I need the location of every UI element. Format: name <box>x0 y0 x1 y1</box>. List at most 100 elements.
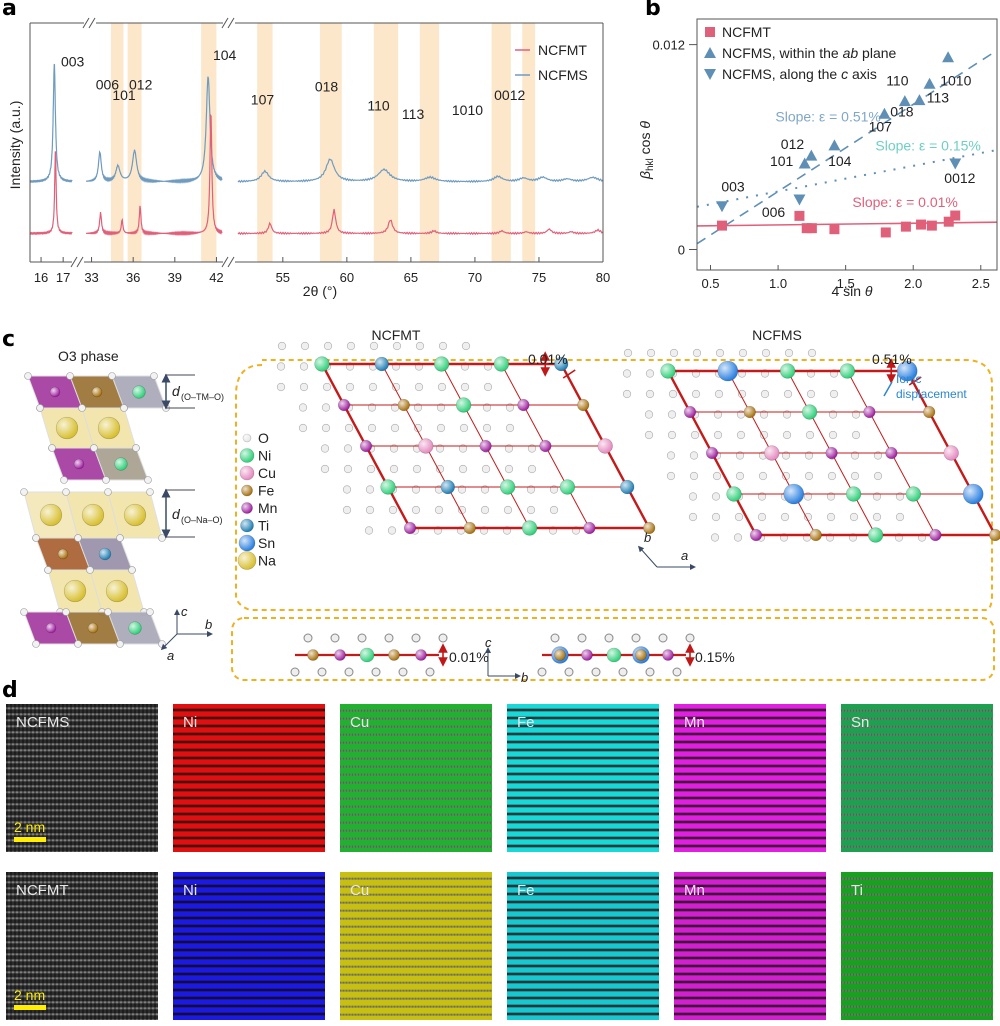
oxygen <box>365 505 375 515</box>
oxygen <box>411 633 421 643</box>
oxygen <box>434 505 444 515</box>
atom-mn <box>334 649 346 661</box>
atom-highlight <box>243 434 251 442</box>
y-axis-label: Intensity (a.u.) <box>7 101 23 190</box>
atom-na <box>55 416 79 440</box>
c-axis-label: c <box>485 635 492 650</box>
atom-highlight <box>440 480 455 494</box>
oxygen <box>344 667 354 677</box>
data-point-square <box>806 223 817 234</box>
atom-sn <box>962 483 984 505</box>
legend: NCFMT NCFMS <box>515 42 588 83</box>
oxygen <box>322 382 332 392</box>
x-tick-label: 39 <box>168 270 182 285</box>
atom-highlight <box>744 406 756 418</box>
data-point-square <box>880 227 891 238</box>
oxygen <box>689 471 699 481</box>
scale-bar-label: 2 nm <box>14 987 46 1003</box>
data-point-triangle-up <box>828 139 841 151</box>
scale-bar: 2 nm <box>14 987 46 1010</box>
oxygen <box>713 430 723 440</box>
axis-break-mark <box>227 256 235 268</box>
y-tick-label: 0.012 <box>652 38 685 53</box>
atom-ni <box>660 363 676 379</box>
x-tick-label: 2.0 <box>904 276 922 291</box>
atom-ni <box>493 356 510 372</box>
atom-highlight <box>338 399 350 411</box>
oxygen <box>631 633 641 643</box>
top-dashed-box <box>235 359 993 611</box>
side-axes: c b <box>485 635 528 685</box>
axis-break-mark <box>221 256 229 268</box>
atom-highlight <box>56 417 78 439</box>
oxygen <box>146 488 154 496</box>
oxygen <box>20 608 28 616</box>
atom-highlight <box>128 621 142 635</box>
axis-break-mark <box>70 256 78 268</box>
atom-fe <box>989 528 1000 542</box>
oxygen <box>387 526 397 535</box>
eds-map-mn: Mn <box>674 704 826 852</box>
oxygen <box>758 471 768 481</box>
axis-break-mark <box>82 17 90 29</box>
atom-highlight <box>963 484 984 504</box>
d-na-dimension: d (O–Na–O) <box>161 488 223 539</box>
oxygen <box>505 403 515 412</box>
oxygen <box>482 423 492 433</box>
x-tick-label: 42 <box>209 270 223 285</box>
atom-sn <box>783 483 805 505</box>
atom-highlight <box>825 447 838 459</box>
atom-highlight <box>434 356 449 372</box>
oxygen <box>689 451 699 460</box>
oxygen <box>481 464 491 474</box>
fit-slope-label: Slope: ε = 0.51% <box>775 108 880 124</box>
atom-ni <box>455 397 472 413</box>
oxygen <box>367 423 377 433</box>
atom-sn <box>896 360 918 382</box>
oxygen <box>321 423 331 433</box>
oxygen <box>738 348 748 358</box>
atom-highlight <box>929 529 942 541</box>
oxygen <box>461 341 471 351</box>
data-point-triangle-down <box>793 194 806 206</box>
oxygen <box>74 640 82 648</box>
oxygen <box>320 444 330 453</box>
oxygen <box>158 534 166 542</box>
panel-letter-d: d <box>2 678 18 703</box>
oxygen <box>384 633 394 643</box>
oxygen <box>104 488 112 496</box>
oxygen <box>369 341 379 351</box>
oxygen <box>276 382 286 392</box>
fit-line-1 <box>697 148 997 208</box>
atom-highlight <box>885 447 898 459</box>
axis-break-gap <box>223 21 235 25</box>
atom-highlight <box>92 387 102 397</box>
legend-label-ti: Ti <box>258 518 269 534</box>
ionic-displacement-label-1: Ionic <box>896 372 921 386</box>
x-tick-label: 65 <box>404 270 418 285</box>
atom-highlight <box>539 440 552 452</box>
atom-highlight <box>46 623 56 633</box>
oxygen <box>692 348 702 358</box>
legend-label: NCFMS, along the c axis <box>722 66 877 82</box>
oxygen <box>62 488 70 496</box>
eds-map-label: Fe <box>517 882 535 899</box>
o3-layer-stack <box>20 372 170 648</box>
oxygen <box>577 633 587 643</box>
oxygen <box>342 485 352 494</box>
oxygen <box>120 404 128 412</box>
atom-fe <box>463 521 476 535</box>
oxygen <box>357 633 367 643</box>
atom-highlight <box>810 529 822 541</box>
atom-highlight <box>360 648 374 662</box>
legend-label-fe: Fe <box>258 483 275 499</box>
oxygen <box>781 451 791 460</box>
atom-ti <box>554 356 569 372</box>
axis-break-gap <box>72 260 84 264</box>
oxygen <box>618 667 628 677</box>
axes: 0.5 1.0 1.5 2.0 2.5 0 0.012 <box>652 18 998 291</box>
oxygen <box>435 444 445 453</box>
atom-highlight <box>863 406 876 418</box>
oxygen <box>526 505 536 515</box>
